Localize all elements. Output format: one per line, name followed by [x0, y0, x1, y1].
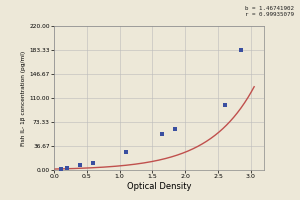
Y-axis label: Fish IL- 1β concentration (pg/ml): Fish IL- 1β concentration (pg/ml): [21, 50, 26, 146]
Point: [91, 161, 96, 164]
Point: [58, 167, 63, 171]
Point: [124, 151, 129, 154]
Point: [238, 49, 243, 52]
Point: [222, 103, 227, 106]
Point: [173, 128, 178, 131]
Point: [78, 163, 83, 166]
Point: [160, 132, 165, 136]
Point: [65, 166, 70, 169]
Text: b = 1.46741902
r = 0.99935079: b = 1.46741902 r = 0.99935079: [245, 6, 294, 17]
X-axis label: Optical Density: Optical Density: [127, 182, 191, 191]
